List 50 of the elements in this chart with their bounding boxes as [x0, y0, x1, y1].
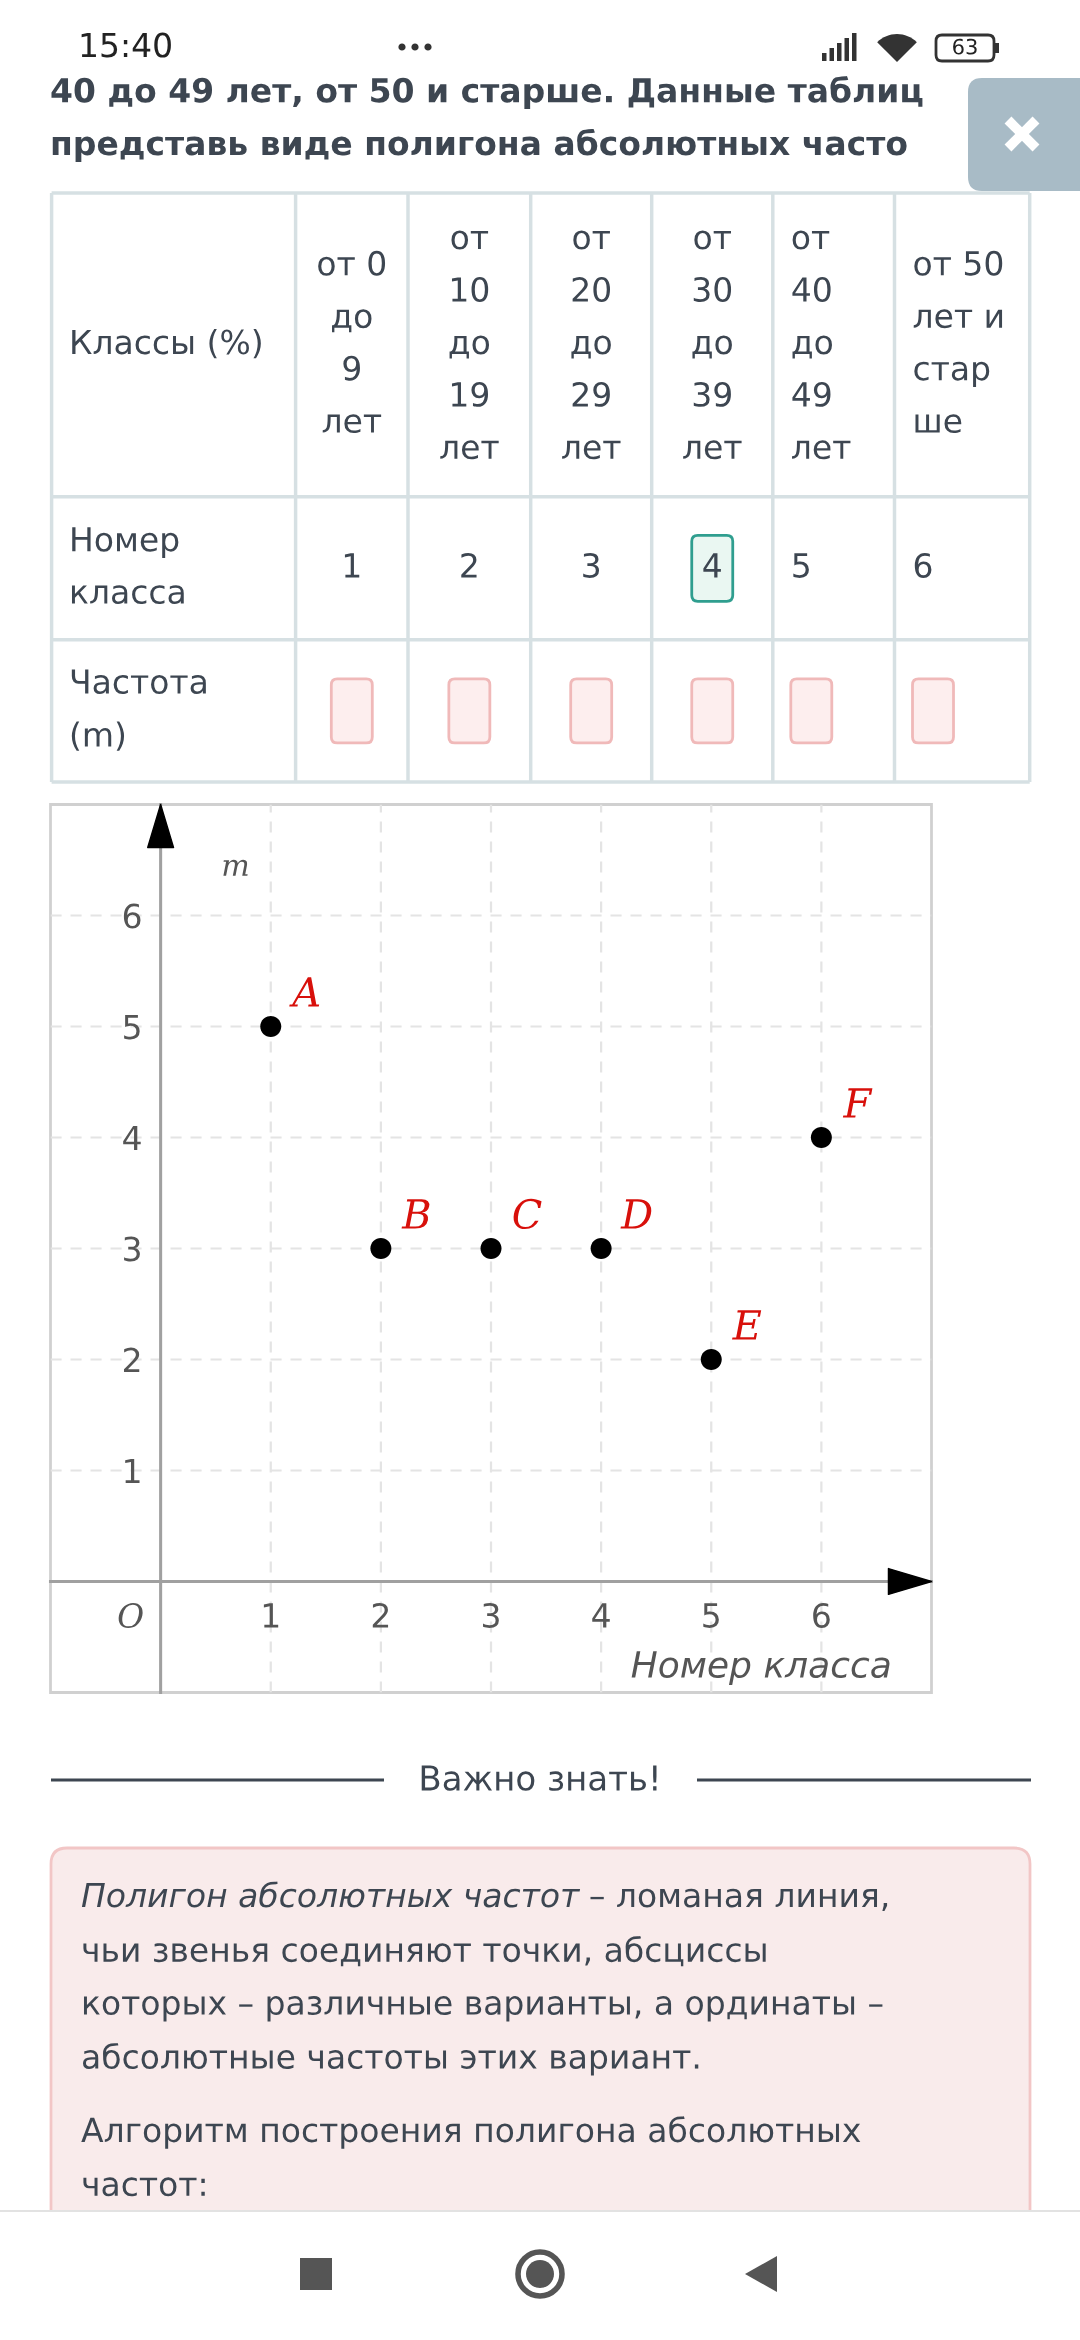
point	[810, 1127, 832, 1148]
x-tick-label: 3	[483, 1602, 499, 1628]
text: Важно знать!	[421, 1765, 657, 1791]
x-tick-label: 4	[592, 1603, 610, 1628]
text: – ломаная линия,	[590, 1888, 888, 1911]
text: от 50 лет и стар ше	[913, 250, 1003, 434]
text: Алгоритм построения полигона абсолютных частот:	[81, 2116, 861, 2197]
text: чьи звенья соединяют точки, абсциссы которых – различные варианты, а ординаты – абсолютные частоты этих вариант.	[82, 1936, 883, 2076]
text: Номер класса	[72, 527, 184, 605]
text: 5	[793, 553, 809, 578]
point	[700, 1349, 722, 1370]
text: от 10 до 19 лет	[440, 230, 499, 460]
text: 2	[461, 552, 477, 578]
text: от 20 до 29 лет	[562, 230, 621, 460]
x-axis-title: Номер класса	[631, 1651, 890, 1686]
y-tick-label: 4	[123, 1125, 141, 1151]
point	[370, 1238, 392, 1259]
x-tick-label: 5	[703, 1603, 719, 1628]
x-tick-label: 2	[372, 1602, 389, 1628]
text: от 40 до 49 лет	[792, 230, 851, 460]
text: 6	[914, 552, 932, 578]
text: Частота (m)	[71, 669, 206, 751]
annotation: O	[118, 1603, 143, 1629]
text: Классы (%)	[72, 328, 261, 359]
text: 15:40	[81, 32, 171, 58]
point	[480, 1238, 502, 1259]
x-tick-label: 6	[813, 1602, 830, 1628]
text: 4	[703, 553, 721, 578]
annotation: C	[513, 1198, 542, 1230]
annotation: E	[732, 1310, 762, 1340]
text: 3	[583, 552, 600, 578]
chart-title: 40 до 49 лет, от 50 и старше. Данные таблиц представь виде полигона абсолютных часто	[51, 76, 923, 162]
point	[590, 1238, 612, 1259]
text: от 0 до 9 лет	[318, 250, 386, 434]
text: Полигон абсолютных частот	[81, 1881, 581, 1908]
text: от 30 до 39 лет	[683, 230, 742, 460]
text: 1	[344, 553, 360, 578]
y-tick-label: 5	[124, 1014, 140, 1040]
y-tick-label: 1	[125, 1458, 140, 1484]
y-tick-label: 2	[123, 1347, 140, 1373]
annotation: D	[620, 1199, 652, 1229]
y-tick-label: 3	[124, 1236, 140, 1262]
annotation: F	[842, 1088, 873, 1118]
y-axis-title: m	[223, 859, 248, 876]
y-tick-label: 6	[123, 903, 141, 929]
text: 63	[953, 38, 977, 55]
annotation: B	[401, 1199, 430, 1229]
x-tick-label: 1	[263, 1603, 279, 1628]
point	[260, 1016, 282, 1037]
annotation: A	[289, 977, 320, 1007]
